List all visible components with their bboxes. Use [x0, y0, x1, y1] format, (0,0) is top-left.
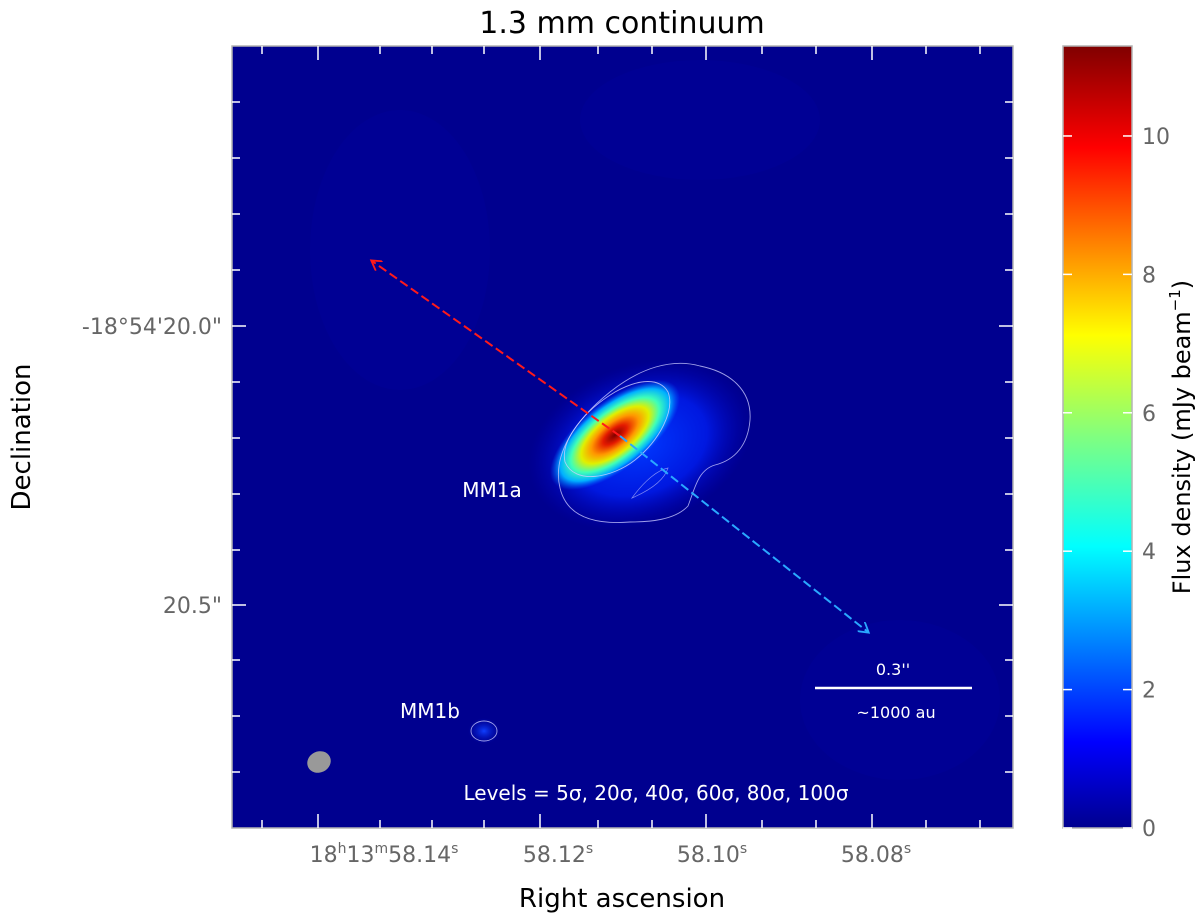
- mm1a-core: [550, 380, 680, 490]
- contour-20sigma: [563, 381, 671, 477]
- noise-blotch: [310, 110, 490, 390]
- colorbar-tick-label: 6: [1142, 402, 1156, 427]
- y-axis-label: Declination: [7, 364, 37, 511]
- colorbar-gradient: [1062, 45, 1133, 829]
- colorbar: 0 2 4 6 8 10 Flux density (mJy beam−1): [1062, 45, 1196, 842]
- contour-inner: [630, 467, 669, 499]
- tick-marks: [232, 46, 1013, 828]
- plot-frame: [231, 45, 1014, 829]
- noise-blotch: [800, 620, 1000, 780]
- colorbar-tick-label: 10: [1142, 125, 1170, 150]
- source-mm1b-emission: [468, 718, 500, 744]
- source-label-mm1b: MM1b: [400, 699, 460, 723]
- y-tick-label: -18°54'20.0": [82, 315, 222, 340]
- noise-blotch: [580, 60, 820, 180]
- y-tick-label: 20.5": [163, 594, 222, 619]
- mm1b-blob: [468, 718, 500, 744]
- colorbar-tick-label: 2: [1142, 679, 1156, 704]
- x-tick-label: 58.08s: [841, 841, 911, 868]
- image-panel: MM1a MM1b 0.3'' ~1000 au Levels = 5σ, 20…: [232, 46, 1013, 828]
- scale-bar-angular-label: 0.3'': [876, 660, 910, 679]
- x-tick-label: 58.10s: [677, 841, 747, 868]
- blue-outflow-arrow: [619, 435, 868, 632]
- beam-ellipse: [307, 751, 331, 773]
- colorbar-label: Flux density (mJy beam−1): [1166, 280, 1196, 594]
- colorbar-tick-label: 8: [1142, 263, 1156, 288]
- colorbar-ticks: 0 2 4 6 8 10: [1063, 125, 1170, 842]
- source-label-mm1a: MM1a: [462, 478, 522, 502]
- source-mm1a-emission: [528, 360, 752, 530]
- chart-title: 1.3 mm continuum: [479, 6, 764, 41]
- red-outflow-arrow: [372, 261, 621, 437]
- x-axis-label: Right ascension: [519, 884, 725, 914]
- colorbar-tick-label: 4: [1142, 540, 1156, 565]
- x-tick-label-first: 18h13m58.14s: [310, 841, 459, 868]
- x-tick-label: 58.12s: [523, 841, 593, 868]
- scale-bar-physical-label: ~1000 au: [856, 703, 935, 722]
- colorbar-tick-label: 0: [1142, 817, 1156, 842]
- contour-levels-text: Levels = 5σ, 20σ, 40σ, 60σ, 80σ, 100σ: [463, 781, 848, 805]
- mm1b-contour: [470, 720, 498, 742]
- contour-5sigma: [558, 362, 751, 523]
